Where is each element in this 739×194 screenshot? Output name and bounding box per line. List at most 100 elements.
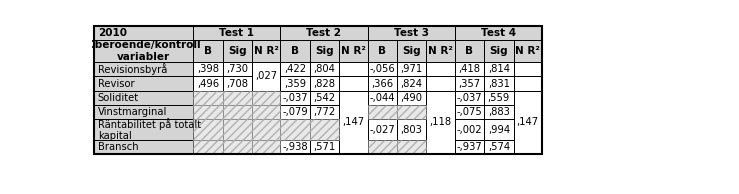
Bar [367, 119, 397, 140]
Text: N R²: N R² [341, 46, 366, 56]
Text: ,803: ,803 [401, 125, 423, 135]
Text: -,937: -,937 [457, 142, 483, 152]
Bar [339, 91, 367, 154]
Bar [280, 62, 310, 76]
Bar [94, 26, 193, 40]
Bar [252, 119, 280, 140]
Text: Sig: Sig [489, 46, 508, 56]
Text: ,496: ,496 [197, 79, 219, 88]
Bar [367, 105, 397, 119]
Bar [397, 105, 426, 119]
Text: Sig: Sig [315, 46, 334, 56]
Bar [426, 62, 454, 76]
Text: -,037: -,037 [457, 93, 483, 103]
Bar [193, 140, 222, 154]
Text: Räntabilitet på totalt
kapital: Räntabilitet på totalt kapital [98, 118, 201, 141]
Text: -,044: -,044 [370, 93, 395, 103]
Bar [454, 140, 484, 154]
Bar [252, 40, 280, 62]
Bar [222, 62, 252, 76]
Bar [280, 40, 310, 62]
Text: ,772: ,772 [313, 107, 336, 117]
Text: ,118: ,118 [429, 117, 452, 127]
Bar [339, 62, 367, 76]
Bar [367, 140, 397, 154]
Text: ,366: ,366 [371, 79, 393, 88]
Text: Sig: Sig [402, 46, 421, 56]
Bar [252, 91, 280, 105]
Bar [367, 91, 397, 105]
Text: Bransch: Bransch [98, 142, 138, 152]
Bar [280, 119, 310, 140]
Text: ,027: ,027 [255, 71, 277, 81]
Bar [514, 40, 542, 62]
Bar [310, 91, 339, 105]
Bar [222, 76, 252, 91]
Text: Revisionsbyrå: Revisionsbyrå [98, 63, 167, 75]
Bar [454, 91, 484, 105]
Text: Sig: Sig [228, 46, 247, 56]
Bar [280, 91, 310, 105]
Bar [397, 62, 426, 76]
Bar [484, 62, 514, 76]
Bar [484, 140, 514, 154]
Text: ,490: ,490 [401, 93, 423, 103]
Bar [193, 140, 222, 154]
Bar [426, 40, 454, 62]
Text: Vinstmarginal: Vinstmarginal [98, 107, 167, 117]
Text: B: B [378, 46, 386, 56]
Bar [94, 91, 193, 105]
Text: ,828: ,828 [313, 79, 336, 88]
Bar [193, 62, 222, 76]
Bar [426, 76, 454, 91]
Text: Test 2: Test 2 [307, 28, 341, 38]
Text: ,571: ,571 [313, 142, 336, 152]
Bar [367, 26, 454, 40]
Text: ,971: ,971 [401, 64, 423, 74]
Text: Test 3: Test 3 [394, 28, 429, 38]
Text: ,559: ,559 [488, 93, 510, 103]
Text: -,002: -,002 [457, 125, 483, 135]
Text: N R²: N R² [253, 46, 279, 56]
Text: Test 4: Test 4 [480, 28, 516, 38]
Text: ,398: ,398 [197, 64, 219, 74]
Text: ,708: ,708 [226, 79, 248, 88]
Bar [454, 119, 484, 140]
Bar [193, 119, 222, 140]
Bar [339, 76, 367, 91]
Bar [339, 40, 367, 62]
Bar [222, 91, 252, 105]
Text: ,730: ,730 [226, 64, 248, 74]
Text: ,359: ,359 [284, 79, 306, 88]
Text: ,994: ,994 [488, 125, 510, 135]
Bar [252, 140, 280, 154]
Bar [484, 105, 514, 119]
Bar [193, 105, 222, 119]
Text: Soliditet: Soliditet [98, 93, 139, 103]
Text: ,831: ,831 [488, 79, 510, 88]
Text: -,075: -,075 [457, 107, 483, 117]
Bar [367, 40, 397, 62]
Text: Oberoende/kontroll
variabler: Oberoende/kontroll variabler [86, 40, 201, 62]
Bar [94, 119, 193, 140]
Bar [310, 119, 339, 140]
Bar [222, 140, 252, 154]
Bar [397, 76, 426, 91]
Bar [280, 105, 310, 119]
Bar [94, 26, 542, 154]
Bar [454, 76, 484, 91]
Text: ,814: ,814 [488, 64, 510, 74]
Text: ,147: ,147 [342, 117, 364, 127]
Bar [397, 140, 426, 154]
Bar [310, 40, 339, 62]
Bar [280, 140, 310, 154]
Bar [193, 105, 222, 119]
Bar [280, 119, 310, 140]
Bar [514, 91, 542, 154]
Bar [367, 76, 397, 91]
Bar [222, 140, 252, 154]
Bar [193, 76, 222, 91]
Text: N R²: N R² [428, 46, 453, 56]
Bar [310, 119, 339, 140]
Text: B: B [291, 46, 299, 56]
